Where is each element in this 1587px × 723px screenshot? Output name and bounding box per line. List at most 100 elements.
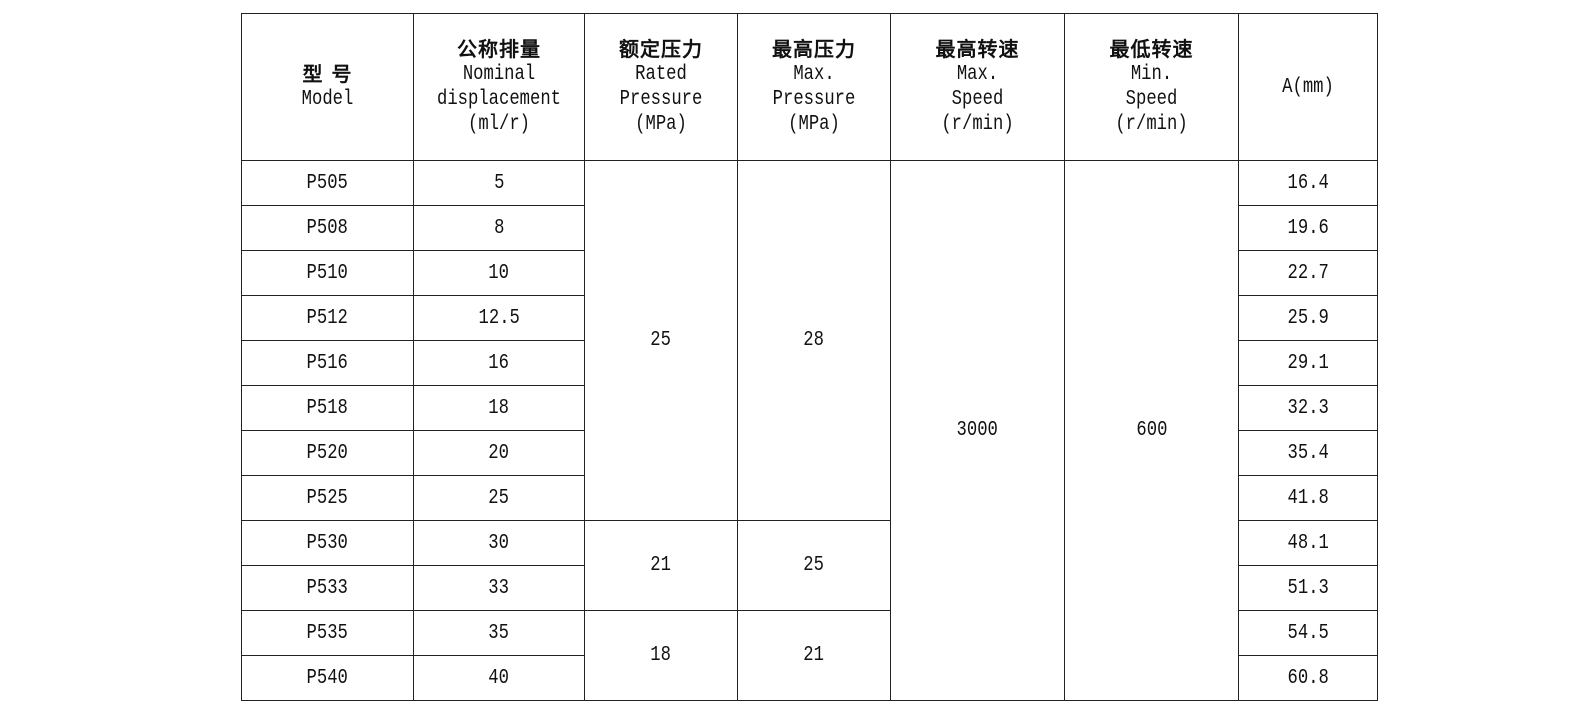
displacement-cell: 30: [413, 520, 585, 566]
model-cell-text: P525: [306, 486, 349, 510]
model-cell-text: P508: [306, 216, 349, 240]
displacement-cell: 8: [413, 205, 585, 251]
model-cell-text: P505: [306, 171, 349, 195]
header-displacement: 公称排量 Nominal displacement (ml/r): [413, 13, 585, 161]
displacement-cell-text: 12.5: [478, 306, 520, 330]
model-cell-text: P518: [306, 396, 349, 420]
model-cell: P540: [241, 655, 414, 701]
displacement-cell: 5: [413, 160, 585, 206]
table-row: P505 5 25 28 3000 600 16.4: [241, 160, 1378, 701]
max-speed-cell-text: 3000: [956, 419, 999, 442]
header-a-mm: A(mm): [1238, 13, 1378, 161]
displacement-cell: 35: [413, 610, 585, 656]
table-row: P516 16 29.1: [241, 340, 1378, 386]
displacement-cell-text: 33: [488, 576, 510, 600]
header-en-label: (r/min): [941, 113, 1014, 136]
displacement-cell: 33: [413, 565, 585, 611]
model-cell: P525: [241, 475, 414, 521]
header-en-label: Min.: [1130, 63, 1173, 86]
header-max-speed: 最高转速 Max. Speed (r/min): [890, 13, 1065, 161]
header-row: 型 号 Model 公称排量 Nominal displacement (ml/r) 额定压…: [241, 13, 1378, 161]
displacement-cell: 25: [413, 475, 585, 521]
max-pressure-cell-text: 28: [803, 329, 825, 352]
model-cell-text: P530: [306, 531, 349, 555]
header-en-label: Pressure: [772, 88, 856, 111]
model-cell: P533: [241, 565, 414, 611]
model-cell: P510: [241, 250, 414, 296]
header-max-pressure: 最高压力 Max. Pressure (MPa): [737, 13, 891, 161]
a-mm-cell-text: 51.3: [1287, 576, 1329, 600]
header-en-label: displacement: [436, 88, 561, 111]
table-row: P508 8 19.6: [241, 205, 1378, 251]
header-cn-label: 型 号: [302, 62, 353, 86]
a-mm-cell: 35.4: [1238, 430, 1378, 476]
header-cn-label: 最高转速: [935, 37, 1020, 61]
header-en-label: Max.: [793, 63, 835, 86]
a-mm-cell-text: 25.9: [1287, 306, 1329, 330]
model-cell: P518: [241, 385, 414, 431]
header-en-label: Speed: [1125, 88, 1178, 111]
a-mm-cell: 41.8: [1238, 475, 1378, 521]
displacement-cell-text: 30: [488, 531, 510, 555]
a-mm-cell-text: 32.3: [1287, 396, 1329, 420]
header-rated-pressure: 额定压力 Rated Pressure (MPa): [584, 13, 738, 161]
header-en-label: A(mm): [1282, 75, 1334, 99]
model-cell-text: P510: [306, 261, 349, 285]
model-cell: P530: [241, 520, 414, 566]
model-cell: P508: [241, 205, 414, 251]
rated-pressure-cell: 25: [584, 160, 738, 521]
max-speed-cell: 3000: [890, 160, 1065, 701]
a-mm-cell-text: 35.4: [1287, 441, 1329, 465]
displacement-cell: 40: [413, 655, 585, 701]
min-speed-cell: 600: [1064, 160, 1239, 701]
displacement-cell: 16: [413, 340, 585, 386]
model-cell-text: P512: [306, 306, 349, 330]
header-cn-label: 额定压力: [619, 37, 703, 61]
a-mm-cell-text: 60.8: [1287, 666, 1329, 690]
a-mm-cell: 22.7: [1238, 250, 1378, 296]
model-cell-text: P535: [306, 621, 349, 645]
displacement-cell-text: 5: [493, 171, 505, 195]
rated-pressure-cell-text: 21: [650, 554, 672, 577]
a-mm-cell-text: 16.4: [1287, 171, 1329, 195]
header-en-label: (ml/r): [467, 113, 531, 136]
header-cn-label: 最高压力: [772, 37, 856, 61]
a-mm-cell: 51.3: [1238, 565, 1378, 611]
max-pressure-cell: 28: [737, 160, 891, 521]
a-mm-cell: 32.3: [1238, 385, 1378, 431]
min-speed-cell-text: 600: [1135, 419, 1168, 442]
header-en-label: Speed: [951, 88, 1004, 111]
displacement-cell-text: 10: [488, 261, 510, 285]
a-mm-cell: 60.8: [1238, 655, 1378, 701]
rated-pressure-cell: 18: [584, 610, 738, 701]
specification-table: 型 号 Model 公称排量 Nominal displacement (ml/r) 额定压…: [241, 13, 1378, 701]
rated-pressure-cell-text: 25: [650, 329, 672, 352]
header-model: 型 号 Model: [241, 13, 414, 161]
displacement-cell-text: 20: [488, 441, 510, 465]
header-cn-label: 公称排量: [457, 37, 541, 61]
a-mm-cell-text: 54.5: [1287, 621, 1329, 645]
max-pressure-cell-text: 21: [803, 644, 825, 667]
header-en-label: (r/min): [1115, 113, 1188, 136]
model-cell: P520: [241, 430, 414, 476]
a-mm-cell: 19.6: [1238, 205, 1378, 251]
a-mm-cell: 25.9: [1238, 295, 1378, 341]
header-min-speed: 最低转速 Min. Speed (r/min): [1064, 13, 1239, 161]
a-mm-cell: 54.5: [1238, 610, 1378, 656]
a-mm-cell: 16.4: [1238, 160, 1378, 206]
displacement-cell: 18: [413, 385, 585, 431]
model-cell-text: P533: [306, 576, 349, 600]
a-mm-cell-text: 19.6: [1287, 216, 1329, 240]
header-en-label: Model: [301, 88, 354, 111]
max-pressure-cell-text: 25: [803, 554, 825, 577]
header-en-label: Max.: [956, 63, 999, 86]
model-cell: P516: [241, 340, 414, 386]
displacement-cell-text: 35: [488, 621, 510, 645]
model-cell: P512: [241, 295, 414, 341]
displacement-cell-text: 18: [488, 396, 510, 420]
a-mm-cell: 48.1: [1238, 520, 1378, 566]
header-en-label: Rated: [635, 63, 687, 86]
a-mm-cell-text: 29.1: [1287, 351, 1329, 375]
table-row: P520 20 35.4: [241, 430, 1378, 476]
rated-pressure-cell: 21: [584, 520, 738, 611]
